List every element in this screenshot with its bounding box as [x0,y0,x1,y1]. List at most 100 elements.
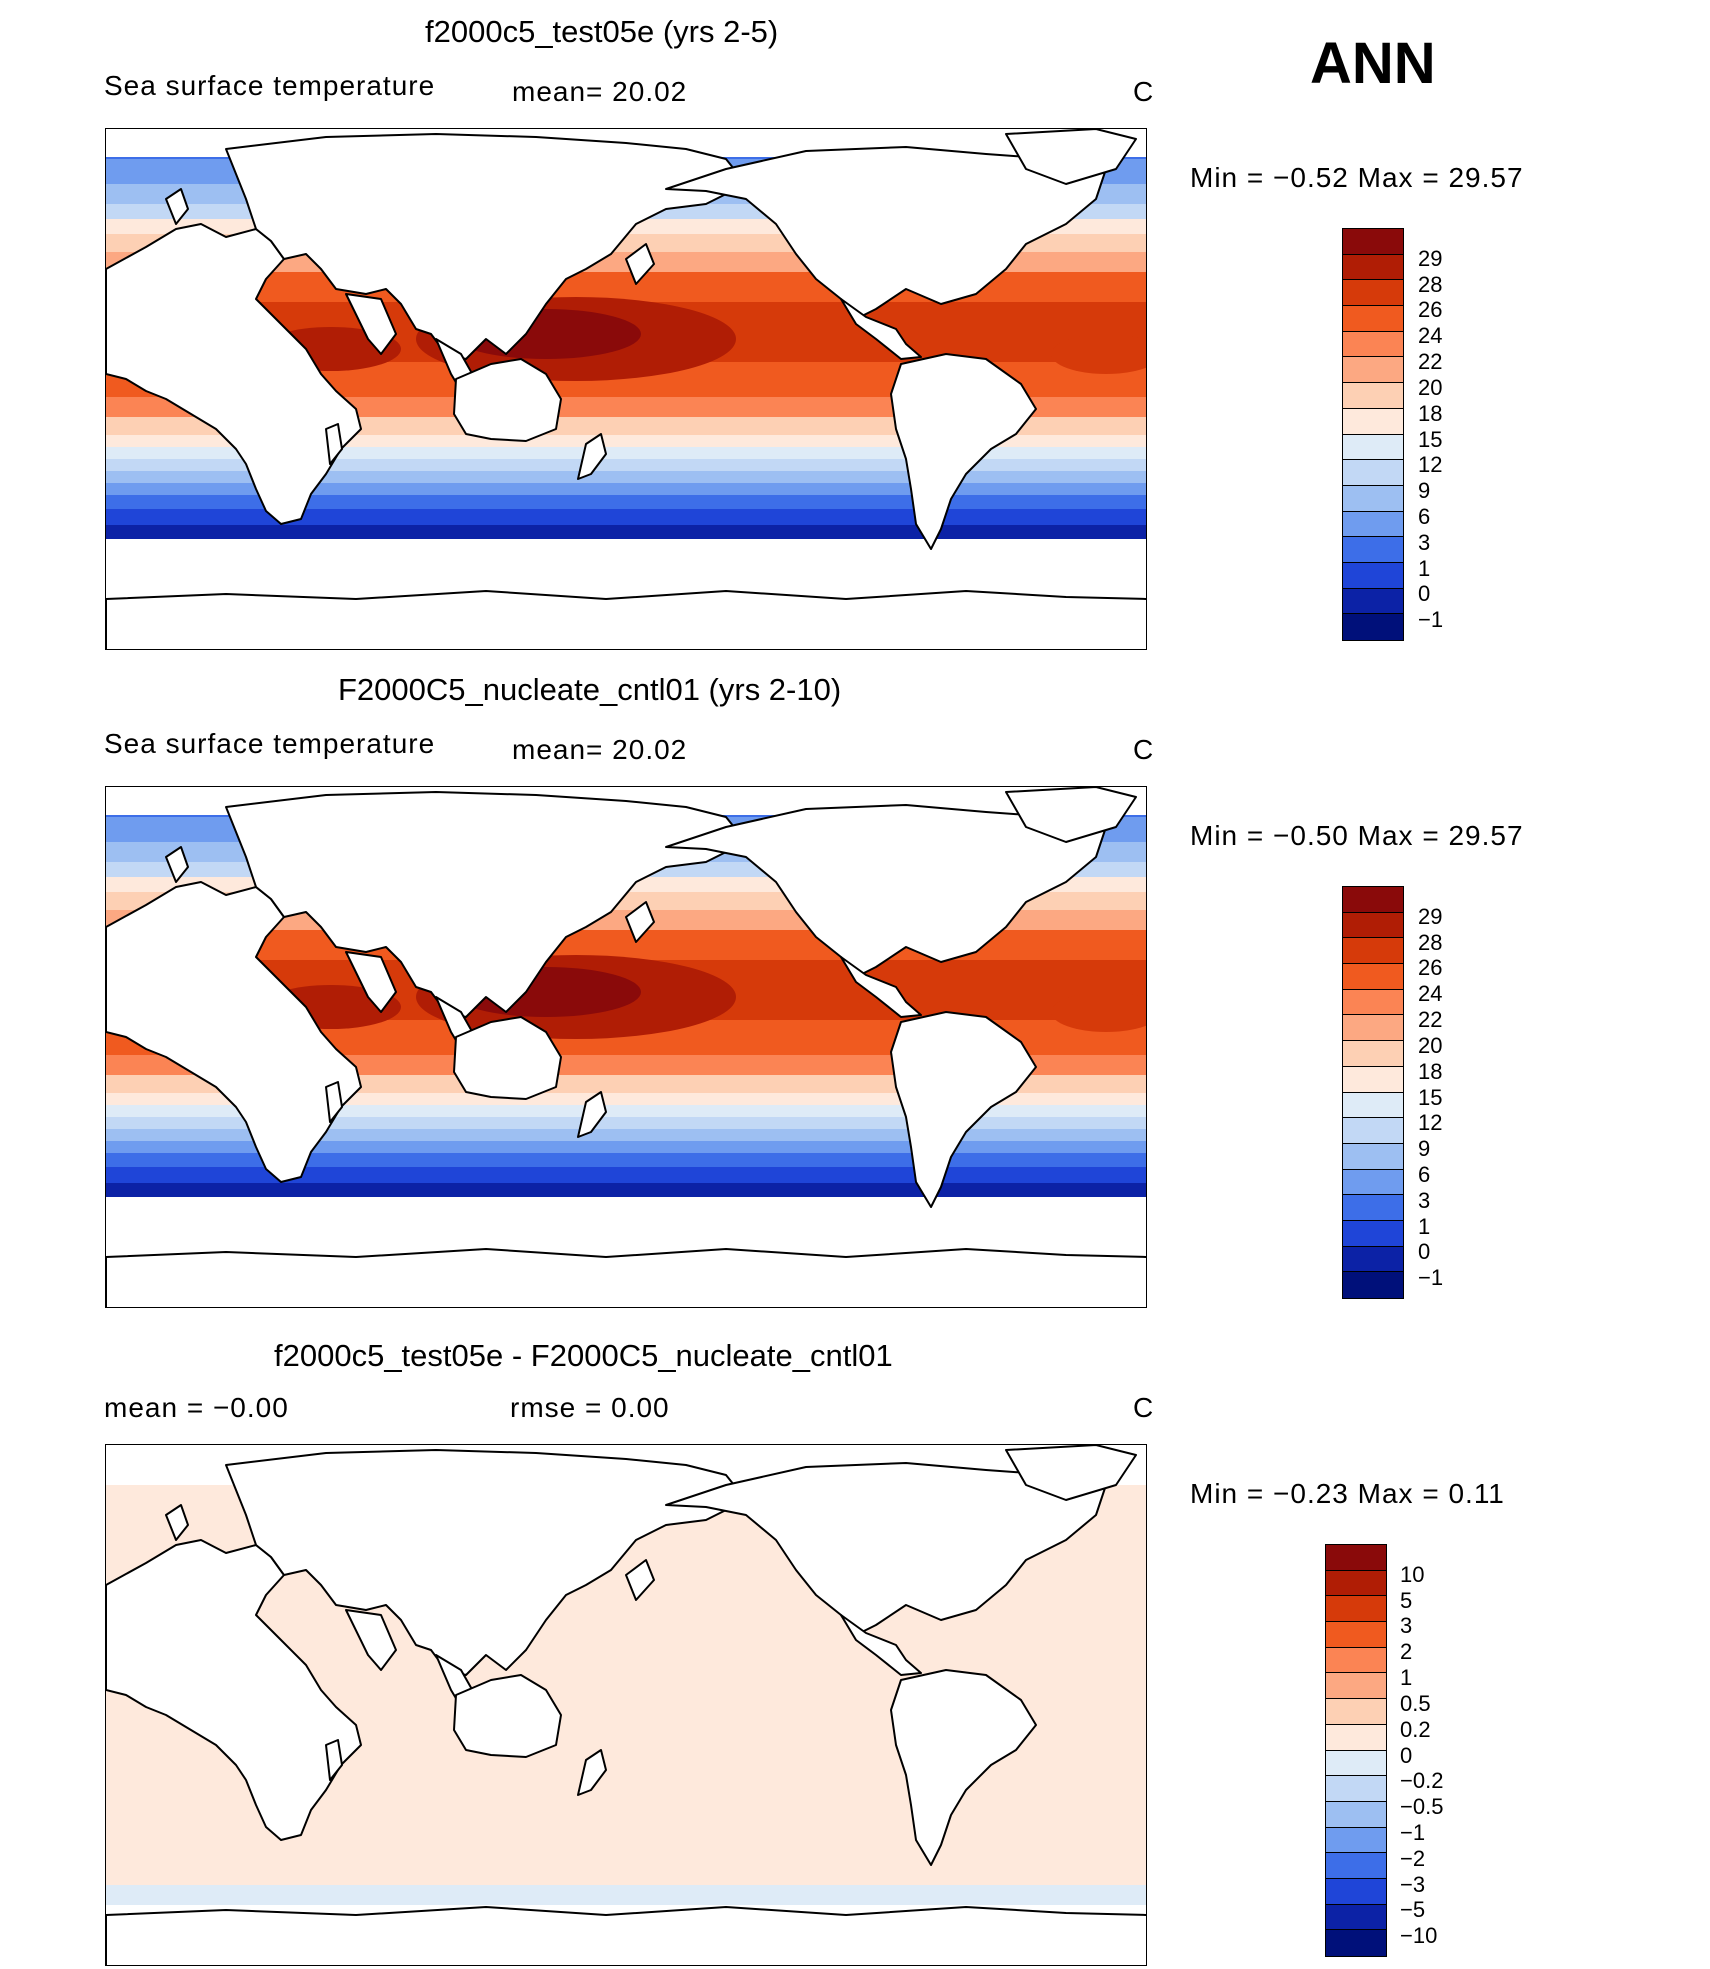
panel-3-mean-label: mean = −0.00 [104,1392,289,1423]
colorbar-swatch [1343,1220,1403,1247]
colorbar-swatch [1326,1776,1386,1802]
colorbar-tick-label: −5 [1400,1897,1426,1923]
colorbar-tick-label: 9 [1418,478,1431,504]
panel-1-title: f2000c5_test05e (yrs 2-5) [425,14,779,49]
colorbar-tick-label: 29 [1418,245,1443,271]
colorbar-swatch [1326,1750,1386,1777]
colorbar-swatch [1343,1066,1403,1093]
colorbar-swatch [1343,1041,1403,1067]
panel-3-title: f2000c5_test05e - F2000C5_nucleate_cntl0… [274,1338,893,1373]
colorbar-swatch [1343,280,1403,307]
colorbar-swatch [1326,1853,1386,1879]
colorbar-tick-label: −10 [1400,1923,1438,1949]
colorbar-tick-label: 28 [1418,929,1443,955]
colorbar-swatch [1343,254,1403,281]
colorbar-swatch [1343,562,1403,589]
panel-1-colorbar [1342,228,1404,641]
colorbar-tick-label: −3 [1400,1871,1426,1897]
colorbar-swatch [1326,1827,1386,1854]
colorbar-swatch [1326,1724,1386,1751]
colorbar-swatch [1343,306,1403,332]
colorbar-swatch [1343,1195,1403,1221]
colorbar-swatch [1343,1015,1403,1042]
colorbar-tick-label: 26 [1418,297,1443,323]
colorbar-swatch [1326,1622,1386,1648]
panel-3-units: C [1133,1392,1155,1423]
colorbar-swatch [1343,485,1403,512]
colorbar-swatch [1343,1246,1403,1273]
colorbar-swatch [1343,614,1403,640]
panel-3-minmax: Min = −0.23 Max = 0.11 [1190,1478,1505,1509]
colorbar-swatch [1343,989,1403,1016]
colorbar-swatch [1343,511,1403,538]
colorbar-swatch [1343,1092,1403,1119]
panel-1-map [105,128,1147,650]
colorbar-tick-label: 3 [1418,1187,1431,1213]
panel-2-map [105,786,1147,1308]
panel-1-mean-label: mean= 20.02 [512,76,688,107]
colorbar-swatch [1326,1699,1386,1725]
colorbar-tick-label: 10 [1400,1561,1425,1587]
colorbar-tick-label: 0.5 [1400,1690,1431,1716]
colorbar-tick-label: 18 [1418,1058,1443,1084]
panel-2-minmax: Min = −0.50 Max = 29.57 [1190,820,1524,851]
colorbar-tick-label: 29 [1418,903,1443,929]
colorbar-tick-label: 0 [1418,1239,1431,1265]
colorbar-swatch [1343,1169,1403,1196]
colorbar-swatch [1343,331,1403,358]
colorbar-tick-label: 12 [1418,1110,1443,1136]
colorbar-tick-label: 26 [1418,955,1443,981]
colorbar-swatch [1343,383,1403,409]
colorbar-tick-label: 15 [1418,426,1443,452]
colorbar-tick-label: −1 [1418,1265,1444,1291]
colorbar-tick-label: −0.2 [1400,1768,1444,1794]
colorbar-tick-label: 6 [1418,503,1431,529]
colorbar-tick-label: 3 [1400,1613,1413,1639]
panel-3-rmse-label: rmse = 0.00 [510,1392,670,1423]
colorbar-tick-label: −1 [1418,607,1444,633]
colorbar-swatch [1326,1570,1386,1597]
colorbar-tick-label: 6 [1418,1161,1431,1187]
season-label: ANN [1310,31,1436,96]
colorbar-tick-label: −2 [1400,1845,1426,1871]
colorbar-tick-label: 1 [1418,555,1431,581]
colorbar-swatch [1343,229,1403,255]
panel-2-mean-label: mean= 20.02 [512,734,688,765]
colorbar-swatch [1343,887,1403,913]
colorbar-tick-label: 3 [1418,529,1431,555]
colorbar-swatch [1343,938,1403,965]
colorbar-swatch [1343,964,1403,990]
colorbar-tick-label: −0.5 [1400,1794,1444,1820]
colorbar-tick-label: 18 [1418,400,1443,426]
panel-1-variable-label: Sea surface temperature [104,70,436,101]
colorbar-swatch [1326,1545,1386,1571]
colorbar-swatch [1326,1904,1386,1931]
colorbar-swatch [1343,1118,1403,1144]
colorbar-swatch [1343,912,1403,939]
colorbar-swatch [1326,1930,1386,1956]
colorbar-tick-label: 0 [1418,581,1431,607]
panel-2-units: C [1133,734,1155,765]
panel-2-title: F2000C5_nucleate_cntl01 (yrs 2-10) [338,672,842,707]
colorbar-swatch [1326,1878,1386,1905]
colorbar-swatch [1343,1272,1403,1298]
colorbar-tick-label: 20 [1418,1032,1443,1058]
colorbar-tick-label: 20 [1418,374,1443,400]
colorbar-swatch [1343,460,1403,486]
colorbar-swatch [1326,1647,1386,1674]
colorbar-swatch [1343,357,1403,384]
panel-3-colorbar [1325,1544,1387,1957]
colorbar-swatch [1343,408,1403,435]
colorbar-tick-label: 12 [1418,452,1443,478]
colorbar-tick-label: 24 [1418,981,1443,1007]
colorbar-tick-label: 15 [1418,1084,1443,1110]
colorbar-tick-label: 5 [1400,1587,1413,1613]
panel-2-colorbar [1342,886,1404,1299]
colorbar-swatch [1343,434,1403,461]
colorbar-swatch [1343,588,1403,615]
colorbar-swatch [1326,1801,1386,1828]
colorbar-tick-label: 1 [1418,1213,1431,1239]
colorbar-tick-label: −1 [1400,1819,1426,1845]
panel-2-variable-label: Sea surface temperature [104,728,436,759]
panel-3-map [105,1444,1147,1966]
